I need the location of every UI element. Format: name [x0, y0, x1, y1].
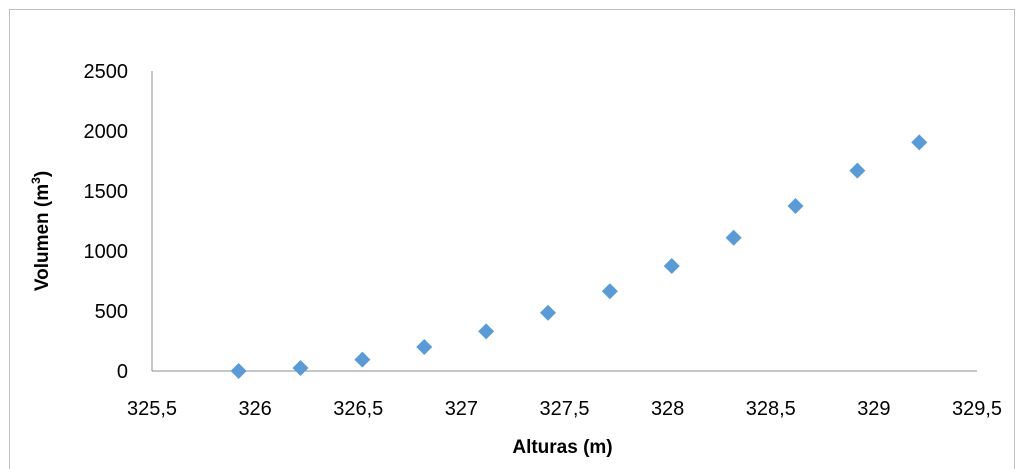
data-point — [354, 351, 371, 368]
data-point — [787, 198, 804, 214]
y-tick-label: 2000 — [84, 121, 129, 143]
data-point — [478, 323, 495, 340]
x-tick-label: 327,5 — [539, 398, 589, 420]
x-tick-label: 327 — [445, 398, 478, 420]
y-tick-label: 2500 — [84, 61, 129, 83]
x-axis-title: Alturas (m) — [512, 437, 612, 458]
x-tick-label: 329,5 — [952, 398, 1002, 420]
x-tick-label: 329 — [857, 398, 890, 420]
axes — [151, 71, 977, 372]
y-tick-label: 1000 — [84, 241, 129, 263]
data-points — [230, 134, 928, 379]
y-axis-title-superscript: 3 — [29, 177, 43, 184]
x-tick-label: 328 — [651, 398, 684, 420]
y-tick-label: 0 — [117, 361, 128, 383]
x-tick-labels: 325,5 326 326,5 327 327,5 328 328,5 329 329,5 — [127, 398, 1002, 420]
data-point — [292, 360, 309, 376]
y-axis-title-close: ) — [32, 171, 53, 177]
x-tick-label: 328,5 — [746, 398, 796, 420]
x-tick-label: 326,5 — [333, 398, 383, 420]
y-axis-title-text: Volumen (m — [32, 184, 53, 291]
data-point — [540, 304, 556, 321]
data-point — [601, 283, 618, 300]
data-point — [230, 363, 247, 379]
data-point — [849, 162, 866, 179]
y-tick-label: 500 — [95, 301, 128, 323]
data-point — [416, 339, 433, 355]
chart-frame — [9, 9, 1015, 469]
data-point — [911, 134, 928, 151]
data-point — [663, 258, 680, 274]
x-tick-label: 326 — [238, 398, 271, 420]
y-axis-title: Volumen (m3) — [29, 171, 53, 291]
data-point — [725, 229, 742, 246]
x-tick-label: 325,5 — [127, 398, 177, 420]
y-tick-labels: 0 500 1000 1500 2000 2500 — [84, 61, 129, 383]
y-tick-label: 1500 — [84, 181, 129, 203]
